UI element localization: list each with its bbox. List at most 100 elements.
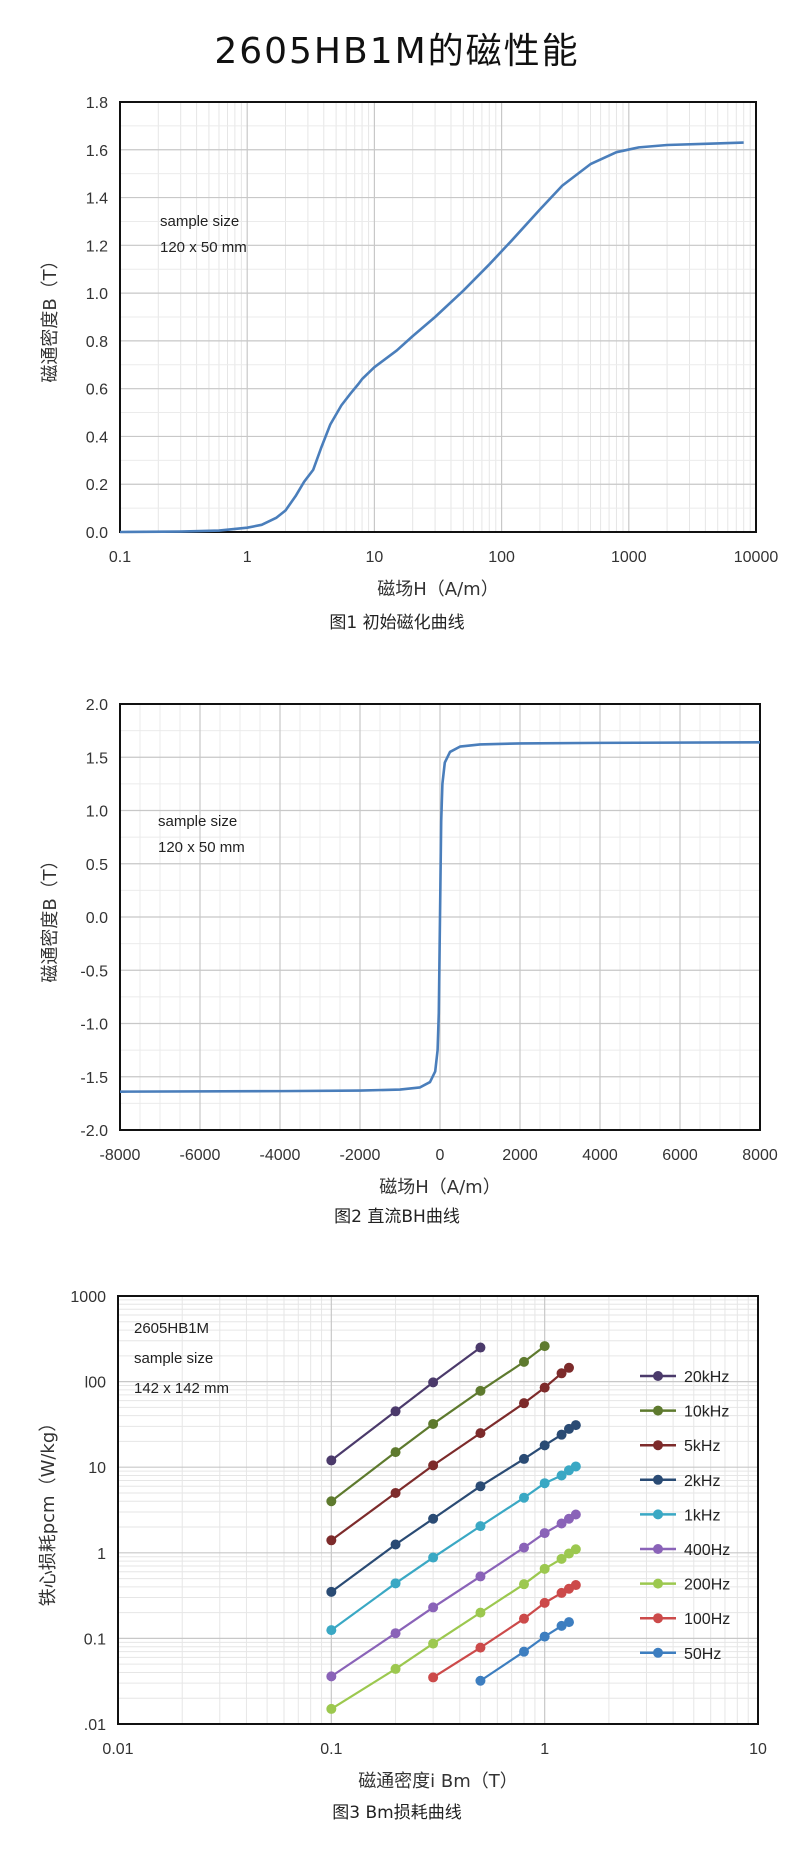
y-tick-label: -0.5 (80, 963, 108, 980)
data-point (326, 1703, 337, 1714)
x-tick-label: 0.1 (109, 549, 131, 566)
data-point (518, 1492, 529, 1503)
y-tick-label: 0.6 (86, 382, 108, 399)
y-tick-label: 0.0 (86, 910, 108, 927)
y-axis-title: 磁通密度B（T） (40, 851, 61, 982)
data-point (428, 1460, 439, 1471)
legend-label: 200Hz (684, 1577, 730, 1594)
series-10kHz (326, 1341, 550, 1507)
y-axis-title: 磁通密度B（T） (40, 251, 61, 382)
legend-label: 1kHz (684, 1507, 720, 1524)
data-point (475, 1521, 486, 1532)
y-tick-label: -1.5 (80, 1070, 108, 1087)
y-axis-title: 铁心损耗pcm（W/kg） (38, 1414, 59, 1607)
x-tick-label: 0.1 (320, 1741, 342, 1758)
data-point (539, 1382, 550, 1393)
y-tick-label: 0.8 (86, 334, 108, 351)
x-tick-label: 8000 (742, 1147, 778, 1164)
y-tick-label: 0.2 (86, 477, 108, 494)
data-point (539, 1563, 550, 1574)
legend-swatch-marker (653, 1474, 663, 1485)
data-point (428, 1638, 439, 1649)
legend-swatch-marker (653, 1613, 663, 1624)
sample-note: 142 x 142 mm (134, 1380, 229, 1397)
page-title: 2605HB1M的磁性能 (214, 31, 580, 72)
data-point (556, 1587, 567, 1598)
y-tick-label: 1.0 (86, 804, 108, 821)
x-tick-label: -6000 (180, 1147, 221, 1164)
series-line (119, 141, 744, 534)
data-point (390, 1487, 401, 1498)
x-tick-label: -2000 (340, 1147, 381, 1164)
y-tick-label: 1000 (70, 1289, 106, 1306)
data-point (518, 1542, 529, 1553)
sample-note: 2605HB1M (134, 1320, 209, 1337)
y-tick-label: 0.0 (86, 525, 108, 542)
data-point (539, 1528, 550, 1539)
y-tick-label: 10 (88, 1460, 106, 1477)
data-point (556, 1470, 567, 1481)
x-tick-label: 2000 (502, 1147, 538, 1164)
plot-frame (119, 101, 757, 533)
series-50Hz (475, 1617, 574, 1686)
legend: 20kHz 10kHz 5kHz 2kHz 1kHz 400Hz 200Hz 100Hz 50H… (640, 1369, 730, 1663)
data-point (326, 1586, 337, 1597)
legend-swatch-marker (653, 1440, 663, 1451)
data-point (475, 1642, 486, 1653)
data-point (475, 1607, 486, 1618)
y-tick-label: 0.1 (84, 1631, 106, 1648)
series-2kHz (326, 1420, 581, 1597)
sample-note: sample size (160, 213, 239, 230)
series-5kHz (326, 1362, 574, 1546)
grid (119, 703, 761, 1131)
sample-note: 120 x 50 mm (158, 839, 245, 856)
series-line (330, 1548, 577, 1710)
data-point (563, 1617, 574, 1628)
x-tick-label: 0.01 (102, 1741, 133, 1758)
data-point (556, 1518, 567, 1529)
x-tick-label: 6000 (662, 1147, 698, 1164)
data-point (556, 1429, 567, 1440)
y-tick-label: 1.6 (86, 143, 108, 160)
y-tick-label: 1.2 (86, 238, 108, 255)
data-point (326, 1535, 337, 1546)
x-tick-label: 1 (540, 1741, 549, 1758)
data-point (570, 1420, 581, 1431)
x-axis-title: 磁通密度i Bm（T） (358, 1771, 518, 1792)
data-point (475, 1428, 486, 1439)
data-point (326, 1455, 337, 1466)
caption-chart2: 图2 直流BH曲线 (334, 1207, 460, 1227)
data-point (475, 1481, 486, 1492)
data-point (518, 1453, 529, 1464)
x-tick-label: 10 (366, 549, 384, 566)
data-point (556, 1553, 567, 1564)
data-point (563, 1362, 574, 1373)
x-tick-label: 10000 (734, 549, 779, 566)
caption-chart3: 图3 Bm损耗曲线 (332, 1803, 462, 1823)
series-1kHz (326, 1461, 581, 1636)
grid (117, 1295, 759, 1725)
data-point (428, 1513, 439, 1524)
data-point (539, 1440, 550, 1451)
x-axis-title: 磁场H（A/m） (377, 579, 498, 600)
series-curve-0 (119, 741, 761, 1093)
series-400Hz (326, 1509, 581, 1682)
series-line (330, 1346, 482, 1462)
data-point (390, 1447, 401, 1458)
series-100Hz (428, 1580, 581, 1683)
legend-label: 10kHz (684, 1404, 729, 1421)
data-point (518, 1579, 529, 1590)
x-tick-label: 0 (436, 1147, 445, 1164)
legend-label: 2kHz (684, 1473, 720, 1490)
caption-chart1: 图1 初始磁化曲线 (329, 613, 465, 633)
grid (119, 101, 757, 533)
data-point (475, 1675, 486, 1686)
series-200Hz (326, 1544, 581, 1714)
data-point (518, 1646, 529, 1657)
y-tick-label: -1.0 (80, 1017, 108, 1034)
legend-label: 50Hz (684, 1646, 721, 1663)
data-point (518, 1398, 529, 1409)
y-tick-label: 1.4 (86, 191, 108, 208)
data-point (475, 1385, 486, 1396)
